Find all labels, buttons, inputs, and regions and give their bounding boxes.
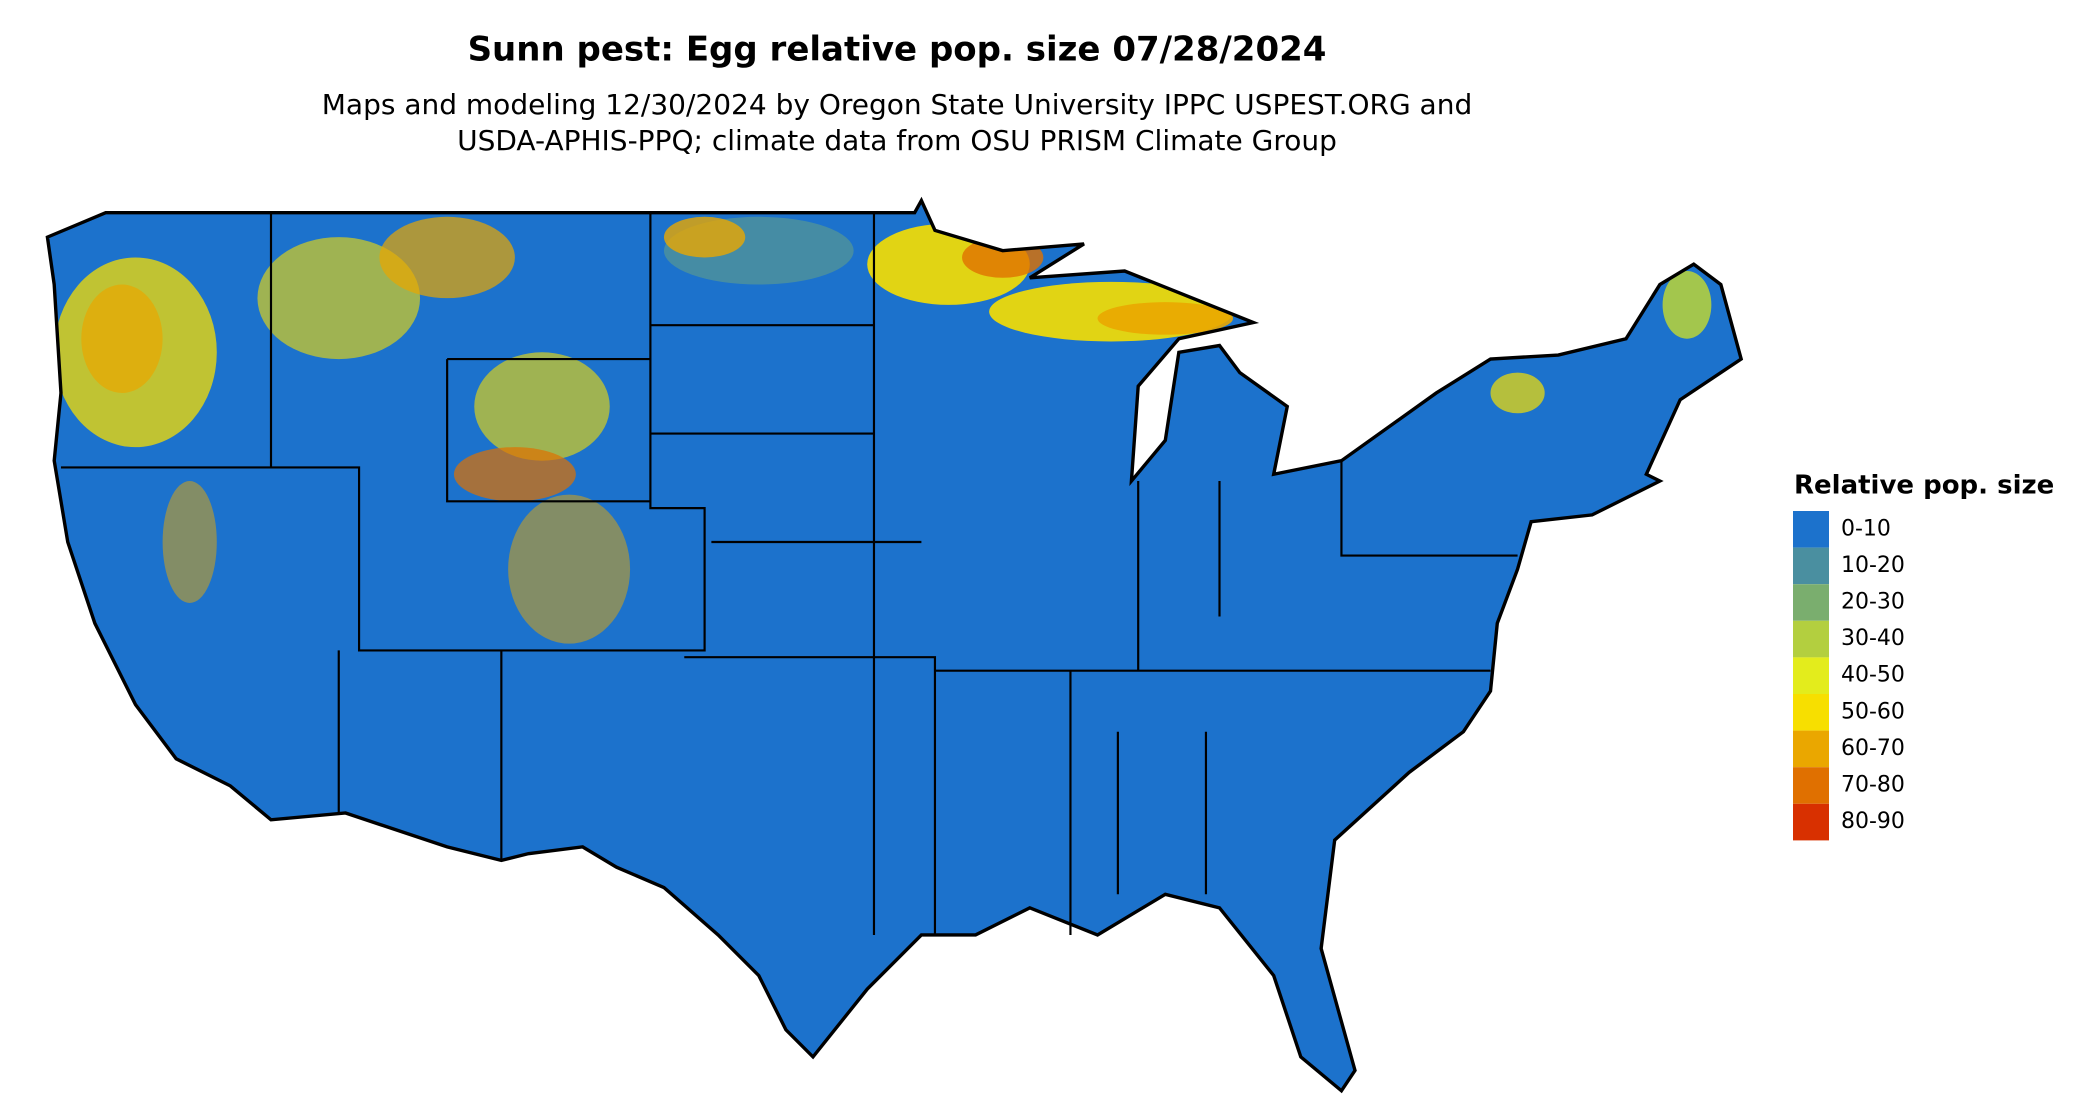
legend-swatch [1793,511,1829,548]
legend-swatch [1793,803,1829,841]
map-subtitle: Maps and modeling 12/30/2024 by Oregon S… [322,88,1473,121]
legend-label: 20-30 [1841,590,1905,615]
legend-label: 80-90 [1841,809,1905,834]
legend-swatch [1793,620,1829,658]
legend-swatch [1793,730,1829,768]
legend-swatch [1793,694,1829,731]
legend: 0-10 10-20 20-30 30-40 40-50 50-60 60-70 70-80 8… [1793,511,1905,841]
legend-swatch [1793,767,1829,804]
legend-label: 0-10 [1841,516,1891,541]
map-title: Sunn pest: Egg relative pop. size 07/28/… [468,30,1327,70]
legend-swatch [1793,657,1829,694]
legend-label: 60-70 [1841,736,1905,761]
legend-label: 10-20 [1841,553,1905,578]
legend-swatch [1793,584,1829,621]
hotspots [54,216,1712,644]
legend-label: 70-80 [1841,773,1905,798]
map-subtitle: USDA-APHIS-PPQ; climate data from OSU PR… [457,124,1337,157]
legend-title: Relative pop. size [1794,471,2054,501]
legend-label: 50-60 [1841,699,1905,724]
legend-label: 40-50 [1841,663,1905,688]
us-map [45,198,1743,1093]
legend-label: 30-40 [1841,626,1905,651]
state-lines [60,212,1518,935]
legend-swatch [1793,547,1829,585]
